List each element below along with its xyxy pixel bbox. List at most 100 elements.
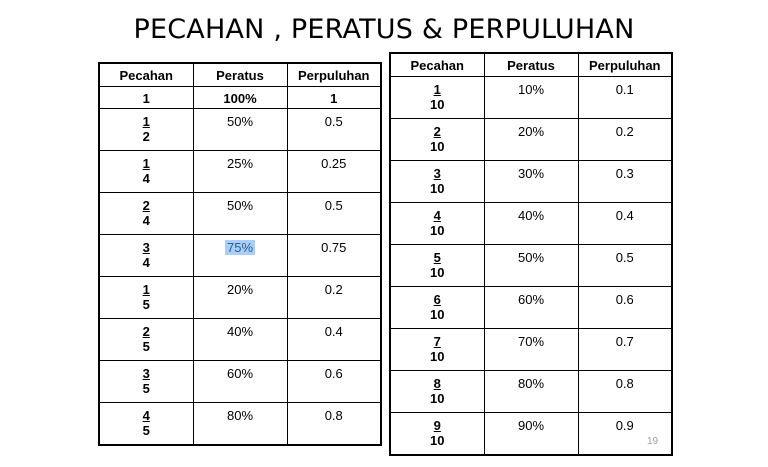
cell-perpuluhan: 0.8	[286, 402, 382, 446]
decimal-value: 0.8	[615, 376, 634, 391]
header-peratus: Peratus	[483, 52, 579, 77]
cell-pecahan: 9 10	[389, 412, 485, 456]
numerator: 9	[433, 418, 441, 433]
cell-perpuluhan: 0.2	[577, 118, 673, 161]
header-pecahan: Pecahan	[389, 52, 485, 77]
header-perpuluhan: Perpuluhan	[577, 52, 673, 77]
cell-perpuluhan: 0.4	[286, 318, 382, 361]
percent-value: 80%	[226, 408, 254, 423]
decimal-value: 0.7	[615, 334, 634, 349]
percent-value: 60%	[226, 366, 254, 381]
cell-peratus: 50%	[192, 192, 288, 235]
denominator: 10	[430, 139, 445, 154]
numerator: 3	[433, 166, 441, 181]
denominator: 4	[142, 255, 150, 270]
cell-peratus: 25%	[192, 150, 288, 193]
table-row: 4 10 40% 0.4	[389, 202, 673, 245]
cell-perpuluhan: 0.7	[577, 328, 673, 371]
cell-peratus: 10%	[483, 76, 579, 119]
decimal-value: 0.1	[615, 82, 634, 97]
percent-value: 100%	[223, 91, 257, 106]
percent-value: 40%	[226, 324, 254, 339]
cell-perpuluhan: 0.4	[577, 202, 673, 245]
page-number: 19	[647, 436, 659, 447]
numerator: 6	[433, 292, 441, 307]
highlighted-percent-value[interactable]: 75%	[224, 240, 256, 255]
percent-value: 70%	[517, 334, 545, 349]
percent-value: 20%	[226, 282, 254, 297]
header-pecahan: Pecahan	[98, 62, 194, 87]
table-row: 3 10 30% 0.3	[389, 160, 673, 203]
cell-perpuluhan: 0.3	[577, 160, 673, 203]
cell-pecahan: 6 10	[389, 286, 485, 329]
decimal-value: 0.5	[324, 114, 343, 129]
denominator: 10	[430, 349, 445, 364]
decimal-value: 1	[330, 91, 338, 106]
cell-pecahan: 3 10	[389, 160, 485, 203]
numerator: 1	[433, 82, 441, 97]
denominator: 10	[430, 181, 445, 196]
cell-peratus: 60%	[483, 286, 579, 329]
decimal-value: 0.6	[324, 366, 343, 381]
decimal-value: 0.5	[615, 250, 634, 265]
cell-pecahan: 8 10	[389, 370, 485, 413]
table-row: 5 10 50% 0.5	[389, 244, 673, 287]
percent-value: 10%	[517, 82, 545, 97]
numerator: 1	[142, 282, 150, 297]
cell-pecahan: 1	[98, 86, 194, 109]
decimal-value: 0.4	[615, 208, 634, 223]
percent-value: 50%	[517, 250, 545, 265]
numerator: 3	[142, 366, 150, 381]
cell-peratus: 60%	[192, 360, 288, 403]
denominator: 4	[142, 213, 150, 228]
header-peratus: Peratus	[192, 62, 288, 87]
cell-perpuluhan: 0.1	[577, 76, 673, 119]
percent-value: 60%	[517, 292, 545, 307]
denominator: 2	[142, 129, 150, 144]
cell-perpuluhan: 0.5	[577, 244, 673, 287]
decimal-value: 0.5	[324, 198, 343, 213]
table-row: 8 10 80% 0.8	[389, 370, 673, 413]
numerator: 1	[142, 156, 150, 171]
cell-peratus: 100%	[192, 86, 288, 109]
cell-peratus: 80%	[192, 402, 288, 446]
denominator: 10	[430, 97, 445, 112]
table-row: 9 10 90% 0.9	[389, 412, 673, 456]
denominator: 5	[142, 423, 150, 438]
table-row: 1 10 10% 0.1	[389, 76, 673, 119]
cell-perpuluhan: 0.5	[286, 192, 382, 235]
cell-peratus[interactable]: 75%	[192, 234, 288, 277]
denominator: 10	[430, 433, 445, 448]
denominator: 5	[142, 339, 150, 354]
decimal-value: 0.75	[321, 240, 347, 255]
decimal-value: 0.2	[615, 124, 634, 139]
cell-pecahan: 2 10	[389, 118, 485, 161]
cell-peratus: 20%	[483, 118, 579, 161]
numerator: 4	[142, 408, 150, 423]
denominator: 4	[142, 171, 150, 186]
cell-peratus: 80%	[483, 370, 579, 413]
cell-pecahan: 4 10	[389, 202, 485, 245]
percent-value: 25%	[226, 156, 254, 171]
denominator: 10	[430, 391, 445, 406]
cell-perpuluhan: 0.8	[577, 370, 673, 413]
denominator: 10	[430, 307, 445, 322]
percent-value: 80%	[517, 376, 545, 391]
percent-value: 90%	[517, 418, 545, 433]
numerator: 7	[433, 334, 441, 349]
denominator: 10	[430, 223, 445, 238]
numerator: 8	[433, 376, 441, 391]
